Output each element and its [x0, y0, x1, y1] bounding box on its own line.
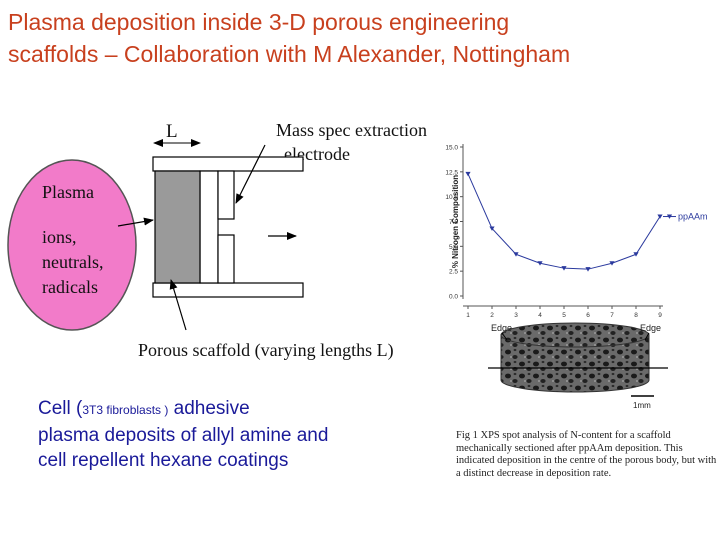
cell-text-line-1: Cell (3T3 fibroblasts ) adhesive: [38, 396, 438, 423]
chart-legend: ppAAm: [663, 212, 708, 222]
porous-scaffold: [154, 170, 201, 284]
length-label: L: [166, 121, 178, 142]
mass-spec-label-1: Mass spec extraction: [276, 120, 427, 140]
x-tick-label: 1: [466, 312, 470, 319]
plasma-species-3: radicals: [42, 277, 98, 297]
plasma-species-2: neutrals,: [42, 252, 103, 272]
data-point: [489, 226, 495, 231]
x-tick-label: 8: [634, 312, 638, 319]
plasma-label: Plasma: [42, 182, 94, 202]
cell-adhesion-text: Cell (3T3 fibroblasts ) adhesive plasma …: [38, 396, 438, 473]
y-tick-label: 7.5: [449, 219, 458, 226]
plasma-species-1: ions,: [42, 227, 77, 247]
edge-pointer-left: [501, 332, 508, 341]
x-tick-label: 3: [514, 312, 518, 319]
data-point: [585, 267, 591, 272]
cell-text-part-1: Cell (: [38, 398, 83, 419]
plasma-region: [7, 159, 137, 331]
scaffold-photo: [500, 322, 650, 393]
chart-y-axis-label: % Nitrogen Composition: [451, 175, 460, 268]
chart-series: [465, 171, 663, 272]
cell-text-line-3: cell repellent hexane coatings: [38, 450, 289, 471]
x-tick-label: 6: [586, 312, 590, 319]
y-tick-label: 10.0: [445, 194, 458, 201]
chart-y-ticks: 0.0 2.5 5.0 7.5 10.0 12.5 15.0: [445, 145, 463, 301]
title-line-2: scaffolds – Collaboration with M Alexand…: [8, 41, 571, 67]
slide-title: Plasma deposition inside 3-D porous engi…: [8, 6, 713, 70]
series-line-ppaam: [467, 173, 661, 270]
data-point: [633, 252, 639, 257]
scale-label: 1mm: [633, 401, 651, 410]
cell-text-part-3: adhesive: [168, 398, 250, 419]
chart-axes: [462, 144, 663, 307]
extraction-arrow-1: [235, 144, 266, 204]
x-tick-label: 7: [610, 312, 614, 319]
edge-label-right: Edge: [640, 323, 661, 333]
data-point: [513, 252, 519, 257]
scaffold-label: Porous scaffold (varying lengths L): [138, 340, 394, 361]
figure-caption: Fig 1 XPS spot analysis of N-content for…: [456, 430, 717, 479]
y-tick-label: 5.0: [449, 244, 458, 251]
cell-type-label: 3T3 fibroblasts ): [82, 403, 169, 417]
plasma-flow-arrow: [117, 217, 154, 227]
data-point: [537, 261, 543, 266]
edge-label-left: Edge: [491, 323, 512, 333]
y-tick-label: 12.5: [445, 169, 458, 176]
edge-pointer-right: [644, 332, 650, 341]
x-tick-label: 4: [538, 312, 542, 319]
chart-x-ticks: 1 2 3 4 5 6 7 8 9: [466, 306, 662, 319]
cell-text-line-2: plasma deposits of allyl amine and: [38, 425, 329, 446]
scaffold-pointer-arrow: [169, 279, 187, 331]
title-line-1: Plasma deposition inside 3-D porous engi…: [8, 9, 510, 35]
nitrogen-chart: 0.0 2.5 5.0 7.5 10.0 12.5 15.0 1 2 3 4 5 6 7 8 9 % Nit…: [445, 144, 708, 319]
y-tick-label: 2.5: [449, 269, 458, 276]
scaffold-holder: [152, 156, 304, 298]
x-tick-label: 5: [562, 312, 566, 319]
y-tick-label: 0.0: [449, 294, 458, 301]
legend-entry-ppaam: ppAAm: [678, 212, 708, 222]
data-point: [609, 261, 615, 266]
data-point: [657, 214, 663, 219]
x-tick-label: 9: [658, 312, 662, 319]
data-point: [465, 171, 471, 177]
y-tick-label: 15.0: [445, 145, 458, 152]
data-point: [561, 266, 567, 271]
x-tick-label: 2: [490, 312, 494, 319]
